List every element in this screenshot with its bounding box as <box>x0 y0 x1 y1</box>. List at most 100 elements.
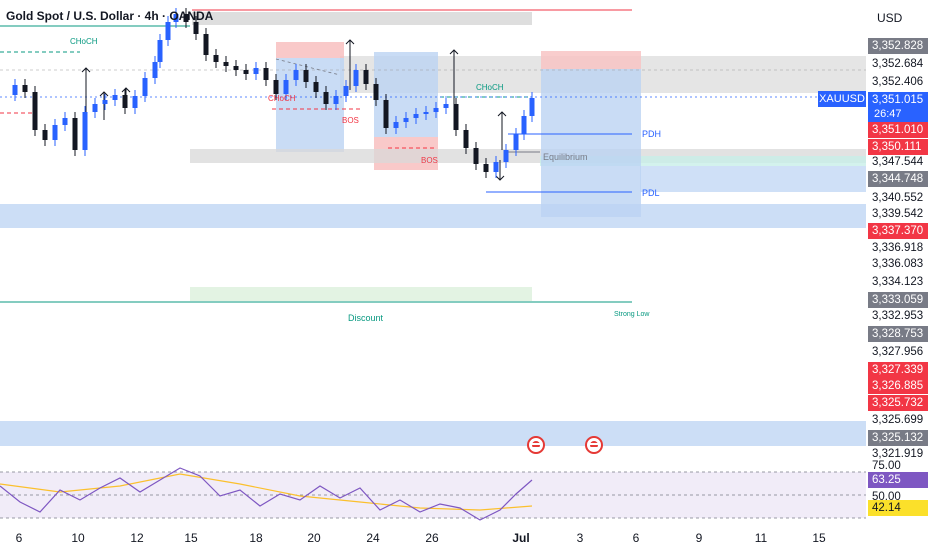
candle-body <box>413 114 419 118</box>
candle-body <box>343 86 349 96</box>
candle-body <box>303 70 309 82</box>
candle-body <box>173 14 179 22</box>
price-label: 3,332.953 <box>872 310 924 322</box>
candle-body <box>333 96 339 104</box>
candle-body <box>72 118 78 150</box>
price-label: 3,327.339 <box>868 362 928 378</box>
zones <box>0 9 866 519</box>
bos-label-2: BOS <box>421 156 438 165</box>
arrow-head <box>449 49 459 55</box>
candle-body <box>132 96 138 108</box>
arrow-head <box>495 175 505 181</box>
candle-body <box>521 116 527 134</box>
candle-body <box>463 130 469 148</box>
price-label: 3,337.370 <box>868 223 928 239</box>
candle-body <box>142 78 148 96</box>
candle-body <box>363 70 369 84</box>
candle-body <box>152 62 158 78</box>
demand-zone-right <box>640 166 866 192</box>
target-zone-red <box>541 51 641 69</box>
candle-body <box>473 148 479 164</box>
candle-body <box>433 108 439 112</box>
time-label: 11 <box>754 531 768 545</box>
candles <box>12 8 535 178</box>
rsi-axis-label: 42.14 <box>868 500 928 516</box>
time-label: 12 <box>130 531 144 545</box>
price-label: 3,340.552 <box>872 192 924 204</box>
candle-body <box>112 95 118 100</box>
price-label: 3,351.015 <box>868 92 928 108</box>
arrow-head <box>497 111 507 117</box>
time-label: 6 <box>632 531 640 545</box>
candle-body <box>323 92 329 104</box>
bos-label-1: BOS <box>342 116 359 125</box>
candle-body <box>122 95 128 108</box>
rsi-ma-line <box>0 473 533 511</box>
symbol-price-tag[interactable]: XAUUSD <box>818 91 866 107</box>
rsi-line <box>0 467 533 521</box>
supply-zone-top <box>192 12 532 25</box>
us-event-flag-icon[interactable] <box>585 436 603 454</box>
fvg-zone-2 <box>276 58 344 152</box>
price-label: 3,336.083 <box>872 258 924 270</box>
time-label: 9 <box>695 531 703 545</box>
candle-body <box>283 80 289 94</box>
currency-label: USD <box>877 11 903 25</box>
candle-body <box>273 80 279 94</box>
price-axis[interactable]: 3,352.828 3,352.684 3,352.406 3,351.015 3,35… <box>866 0 932 550</box>
dashed-zone-2 <box>275 58 341 76</box>
candle-body <box>313 82 319 92</box>
rsi-axis-label: 75.00 <box>872 460 901 472</box>
price-label: 3,351.010 <box>868 122 928 138</box>
candle-body <box>263 68 269 80</box>
equilibrium-label: Equilibrium <box>543 152 588 162</box>
candle-body <box>423 112 429 114</box>
demand-zone-wide <box>0 204 866 228</box>
strong-low-label: Strong Low <box>614 311 650 318</box>
price-label: 3,325.132 <box>868 430 928 446</box>
price-label: 3,344.748 <box>868 171 928 187</box>
candle-body <box>233 66 239 70</box>
candle-body <box>513 134 519 150</box>
arrow-head <box>345 39 355 45</box>
time-label: 15 <box>812 531 826 545</box>
time-label: 15 <box>184 531 198 545</box>
arrow-head <box>81 67 91 73</box>
price-label: 3,352.406 <box>872 76 924 88</box>
rsi-indicator <box>0 467 533 521</box>
candle-body <box>193 22 199 34</box>
us-event-flag-icon[interactable] <box>527 436 545 454</box>
candle-body <box>529 98 535 116</box>
lower-zone <box>0 421 866 446</box>
target-zone-blue <box>541 69 641 217</box>
candle-body <box>503 150 509 162</box>
candle-body <box>157 40 163 62</box>
candle-body <box>92 104 98 112</box>
price-label: 3,334.123 <box>872 276 924 288</box>
arrow-head <box>121 87 131 93</box>
choch-label-3: CHoCH <box>476 83 504 92</box>
candle-body <box>353 70 359 86</box>
candle-body <box>483 164 489 172</box>
candle-body <box>12 85 18 95</box>
candle-body <box>223 62 229 66</box>
pdh-label: PDH <box>642 129 662 139</box>
price-label: 3,336.918 <box>872 242 924 254</box>
candle-body <box>42 130 48 140</box>
candle-body <box>82 112 88 150</box>
time-label: 18 <box>249 531 263 545</box>
time-label: 10 <box>71 531 85 545</box>
candle-body <box>203 34 209 55</box>
candle-body <box>183 14 189 22</box>
price-label: 3,339.542 <box>872 208 924 220</box>
time-label: 24 <box>366 531 380 545</box>
candle-body <box>22 85 28 92</box>
candle-body <box>62 118 68 125</box>
fvg-zone-1 <box>276 42 344 58</box>
price-label: 3,325.699 <box>872 414 924 426</box>
price-label: 3,333.059 <box>868 292 928 308</box>
price-label: 3,325.732 <box>868 395 928 411</box>
price-label: 3,352.684 <box>872 58 924 70</box>
